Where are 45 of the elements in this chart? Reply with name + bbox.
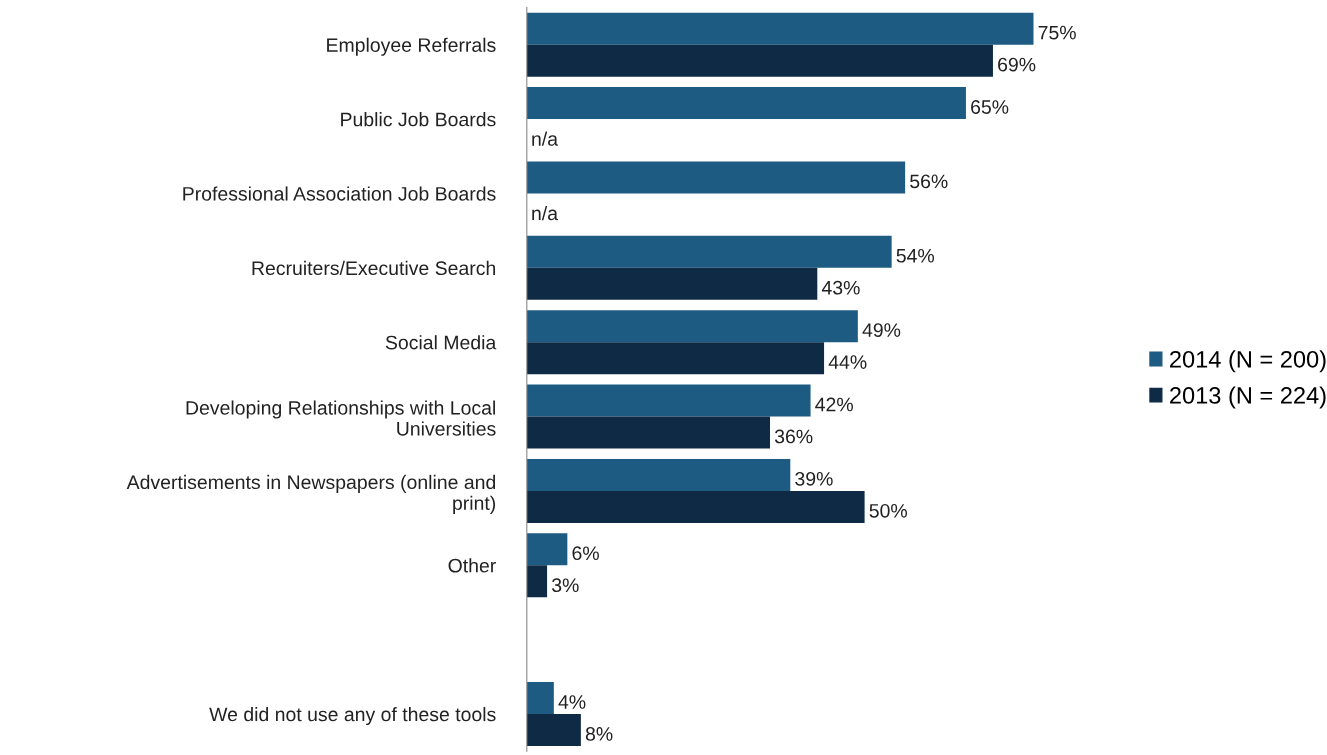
bar bbox=[526, 310, 858, 343]
bar bbox=[526, 682, 554, 715]
data-label: 3% bbox=[551, 578, 579, 593]
data-label: 36% bbox=[774, 429, 813, 444]
bar bbox=[526, 44, 993, 77]
data-label: 56% bbox=[910, 174, 948, 189]
bar bbox=[526, 533, 568, 566]
bar bbox=[526, 12, 1034, 45]
y-tick-label: We did not use any of these tools bbox=[209, 707, 496, 726]
y-tick-label: Professional Association Job Boards bbox=[183, 186, 496, 201]
data-label: 42% bbox=[815, 397, 853, 412]
data-label: 54% bbox=[896, 248, 935, 263]
bar bbox=[526, 235, 892, 268]
text: n/a bbox=[532, 131, 559, 146]
bar bbox=[526, 87, 966, 120]
bar bbox=[526, 267, 818, 300]
y-tick-label: Advertisements in Newspapers (online and print) bbox=[126, 474, 496, 514]
bar bbox=[526, 714, 581, 747]
bar bbox=[526, 490, 865, 523]
data-label: 6% bbox=[572, 546, 599, 561]
legend-label: 2013 (N = 224) bbox=[1170, 386, 1326, 409]
data-label: 4% bbox=[558, 695, 586, 709]
data-label: 69% bbox=[998, 57, 1036, 72]
text: n/a bbox=[532, 205, 559, 221]
bar bbox=[526, 458, 791, 491]
y-tick-label: Recruiters/Executive Search bbox=[252, 260, 496, 276]
bar bbox=[526, 416, 771, 449]
y-tick-label: Employee Referrals bbox=[327, 37, 496, 56]
data-label: 39% bbox=[795, 471, 833, 486]
y-tick-label: Public Job Boards bbox=[341, 112, 496, 127]
data-label: 50% bbox=[869, 503, 907, 518]
data-label: 65% bbox=[971, 100, 1009, 114]
data-label: 44% bbox=[828, 355, 867, 369]
data-label: 49% bbox=[862, 323, 901, 337]
bar bbox=[526, 384, 811, 417]
data-label: 43% bbox=[821, 280, 860, 295]
bar bbox=[526, 161, 906, 194]
legend-label: 2014 (N = 200) bbox=[1170, 350, 1326, 373]
data-label: 75% bbox=[1038, 25, 1076, 40]
y-tick-label: Social Media bbox=[385, 335, 497, 350]
y-tick-label: Other bbox=[448, 558, 496, 573]
data-label: 8% bbox=[585, 727, 613, 741]
y-tick-label: Developing Relationships with Local Universities bbox=[186, 400, 496, 436]
bar bbox=[526, 565, 548, 598]
bar bbox=[526, 342, 825, 375]
